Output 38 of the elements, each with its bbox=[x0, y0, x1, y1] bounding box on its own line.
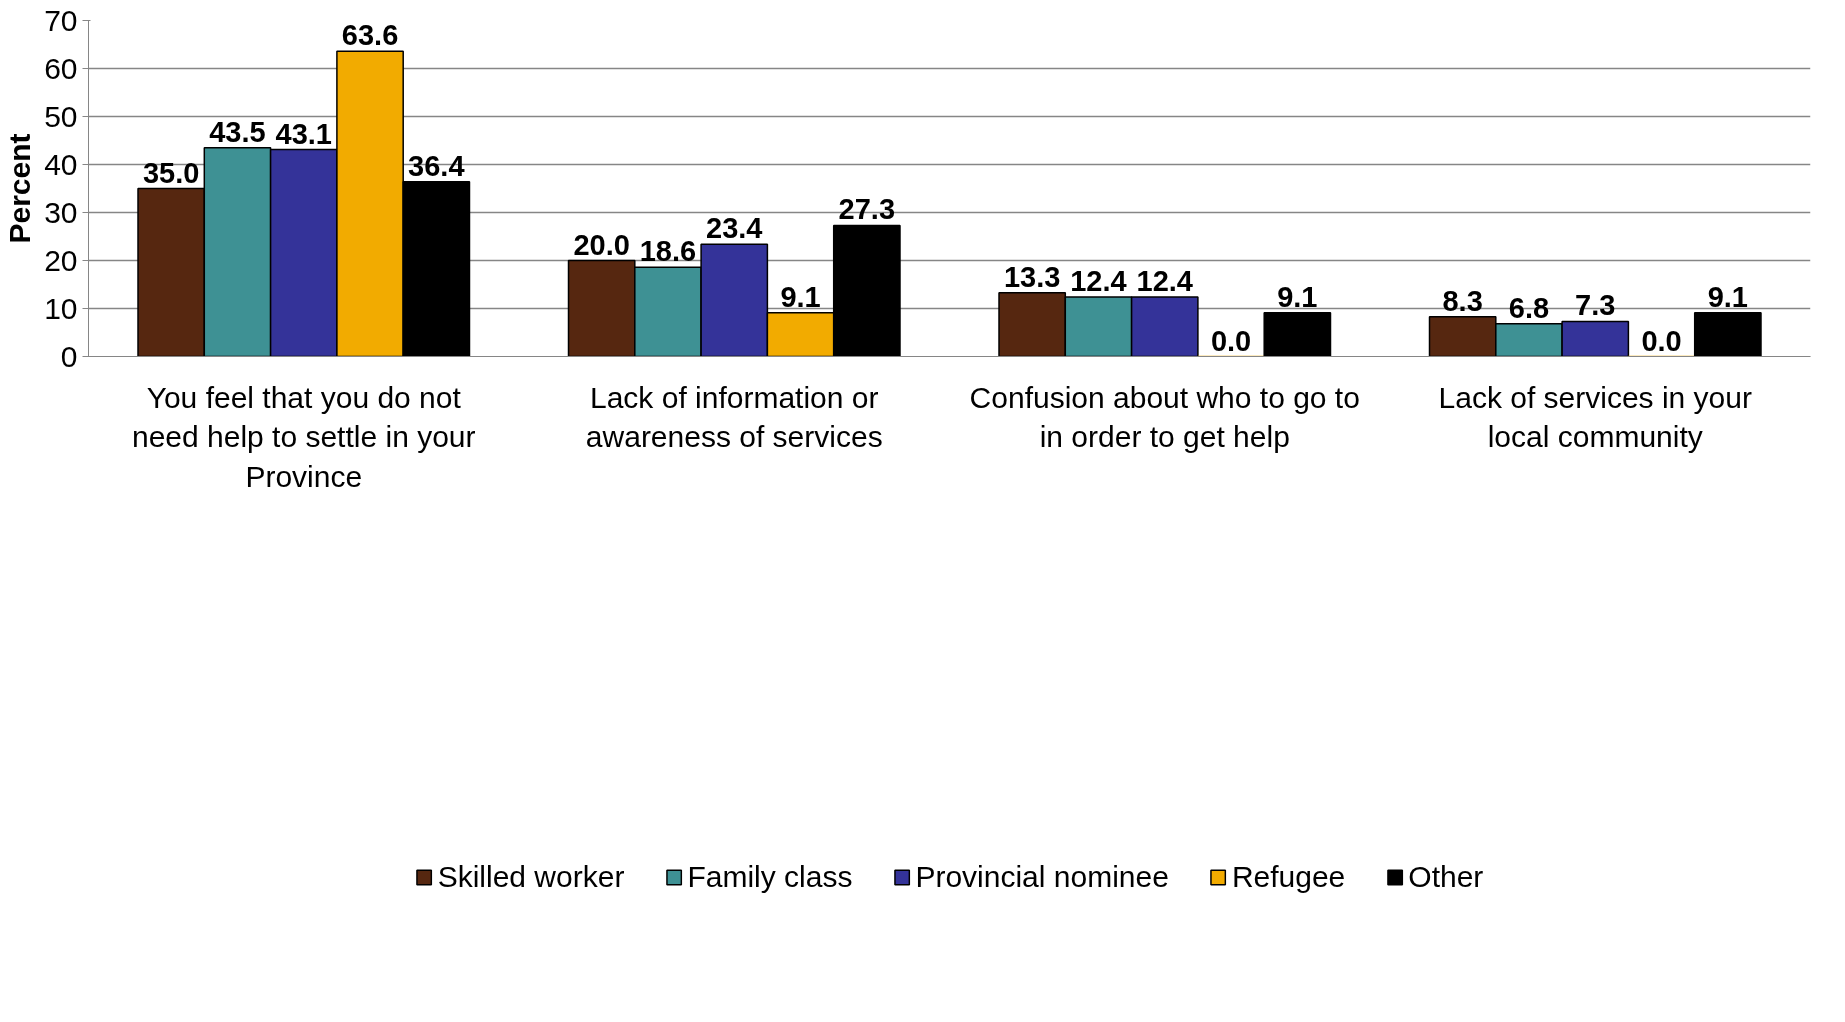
data-label: 12.4 bbox=[1136, 264, 1193, 297]
data-label: 63.6 bbox=[341, 19, 399, 52]
data-label: 35.0 bbox=[142, 156, 200, 189]
data-label: 8.3 bbox=[1442, 284, 1483, 317]
y-tick-label: 50 bbox=[44, 99, 78, 133]
data-label: 20.0 bbox=[573, 228, 630, 261]
x-tick-label: You feel that you do not need help to settle in your Province bbox=[131, 380, 476, 493]
y-tick-label: 30 bbox=[44, 195, 78, 229]
data-label: 9.1 bbox=[1707, 280, 1749, 313]
data-label: 43.5 bbox=[209, 115, 266, 148]
data-label: 9.1 bbox=[1277, 280, 1318, 313]
data-label: 43.1 bbox=[275, 117, 332, 150]
legend-label: Provincial nominee bbox=[915, 859, 1169, 894]
y-tick-label: 10 bbox=[44, 291, 78, 325]
y-tick-label: 0 bbox=[60, 339, 78, 373]
legend-label: Family class bbox=[687, 859, 853, 894]
y-axis-title: Percent bbox=[3, 133, 37, 244]
y-tick-label: 20 bbox=[44, 243, 78, 277]
data-label: 18.6 bbox=[639, 235, 697, 268]
data-label: 27.3 bbox=[838, 193, 896, 226]
y-tick-label: 40 bbox=[44, 147, 78, 181]
data-label: 7.3 bbox=[1575, 289, 1616, 322]
data-label: 12.4 bbox=[1070, 264, 1127, 297]
legend-label: Skilled worker bbox=[437, 859, 625, 894]
x-tick-label: Lack of information or awareness of services bbox=[585, 380, 883, 454]
legend-label: Other bbox=[1408, 859, 1484, 894]
data-label: 0.0 bbox=[1210, 324, 1252, 357]
data-label: 0.0 bbox=[1641, 324, 1682, 357]
x-tick-label: Confusion about who to go to in order to get help bbox=[969, 380, 1360, 454]
data-label: 36.4 bbox=[408, 149, 465, 182]
data-label: 6.8 bbox=[1508, 291, 1550, 324]
x-tick-label: Lack of services in your local community bbox=[1438, 380, 1752, 454]
data-label: 9.1 bbox=[780, 280, 821, 313]
data-label: 23.4 bbox=[706, 212, 763, 245]
y-tick-label: 60 bbox=[44, 51, 78, 85]
data-label: 13.3 bbox=[1003, 260, 1061, 293]
y-tick-label: 70 bbox=[44, 3, 78, 37]
legend-label: Refugee bbox=[1231, 859, 1346, 894]
